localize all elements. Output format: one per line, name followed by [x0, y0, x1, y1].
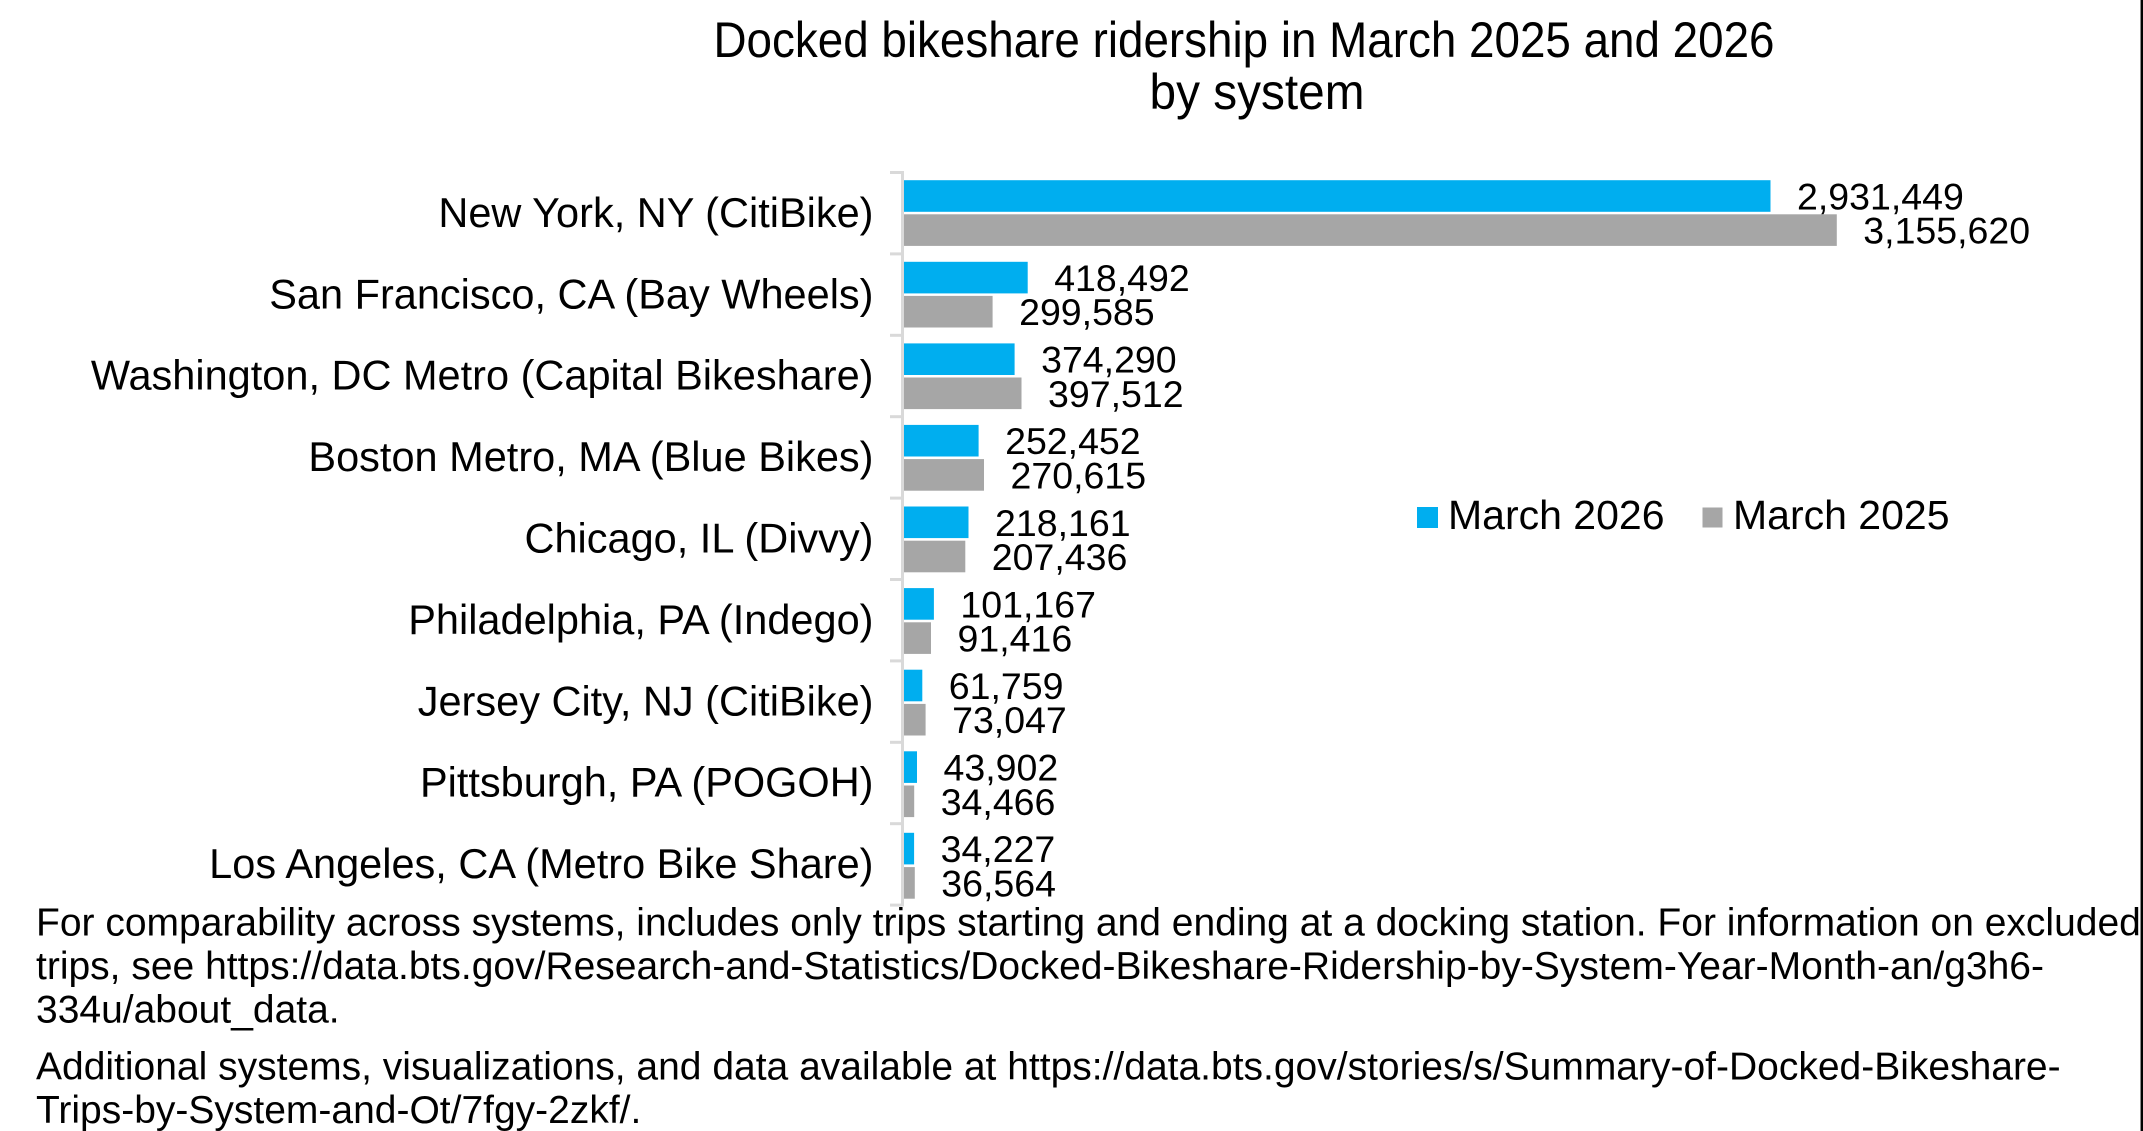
svg-text:207,436: 207,436: [992, 536, 1128, 578]
svg-text:91,416: 91,416: [958, 618, 1073, 660]
svg-text:101,167: 101,167: [960, 583, 1096, 625]
svg-text:218,161: 218,161: [995, 502, 1131, 544]
svg-text:March 2026: March 2026: [1448, 492, 1665, 538]
svg-text:36,564: 36,564: [941, 862, 1056, 904]
svg-text:Los Angeles, CA (Metro Bike Sh: Los Angeles, CA (Metro Bike Share): [209, 840, 873, 887]
svg-text:Additional systems, visualizat: Additional systems, visualizations, and …: [36, 1046, 2061, 1089]
svg-text:trips, see https://data.bts.go: trips, see https://data.bts.gov/Research…: [36, 945, 2044, 988]
svg-text:Chicago, IL (Divvy): Chicago, IL (Divvy): [524, 515, 873, 562]
svg-text:Boston Metro, MA (Blue Bikes): Boston Metro, MA (Blue Bikes): [308, 433, 873, 480]
svg-text:43,902: 43,902: [944, 747, 1059, 789]
svg-text:418,492: 418,492: [1054, 257, 1190, 299]
svg-text:Trips-by-System-and-Ot/7fgy-2z: Trips-by-System-and-Ot/7fgy-2zkf/.: [36, 1089, 641, 1131]
svg-text:2,931,449: 2,931,449: [1797, 176, 1964, 218]
svg-text:252,452: 252,452: [1005, 420, 1141, 462]
svg-text:73,047: 73,047: [952, 699, 1067, 741]
svg-text:3,155,620: 3,155,620: [1863, 210, 2030, 252]
svg-text:299,585: 299,585: [1019, 291, 1155, 333]
svg-text:Jersey City, NJ (CitiBike): Jersey City, NJ (CitiBike): [418, 677, 874, 724]
svg-text:374,290: 374,290: [1041, 339, 1177, 381]
svg-text:270,615: 270,615: [1011, 454, 1147, 496]
svg-text:61,759: 61,759: [949, 665, 1064, 707]
svg-text:New York, NY (CitiBike): New York, NY (CitiBike): [438, 189, 873, 236]
svg-text:334u/about_data.: 334u/about_data.: [36, 989, 340, 1032]
svg-text:34,227: 34,227: [941, 828, 1056, 870]
svg-text:Philadelphia, PA (Indego): Philadelphia, PA (Indego): [408, 596, 873, 643]
svg-text:Docked bikeshare ridership in: Docked bikeshare ridership in March 2025…: [714, 12, 1775, 68]
svg-text:Pittsburgh, PA (POGOH): Pittsburgh, PA (POGOH): [420, 759, 874, 806]
svg-text:March 2025: March 2025: [1733, 492, 1950, 538]
svg-text:San Francisco, CA (Bay Wheels): San Francisco, CA (Bay Wheels): [269, 270, 873, 317]
svg-text:For comparability across syste: For comparability across systems, includ…: [36, 902, 2141, 945]
svg-text:Washington, DC Metro (Capital: Washington, DC Metro (Capital Bikeshare): [91, 352, 874, 399]
svg-text:34,466: 34,466: [941, 781, 1056, 823]
svg-text:397,512: 397,512: [1048, 373, 1184, 415]
svg-text:by system: by system: [1150, 64, 1365, 120]
